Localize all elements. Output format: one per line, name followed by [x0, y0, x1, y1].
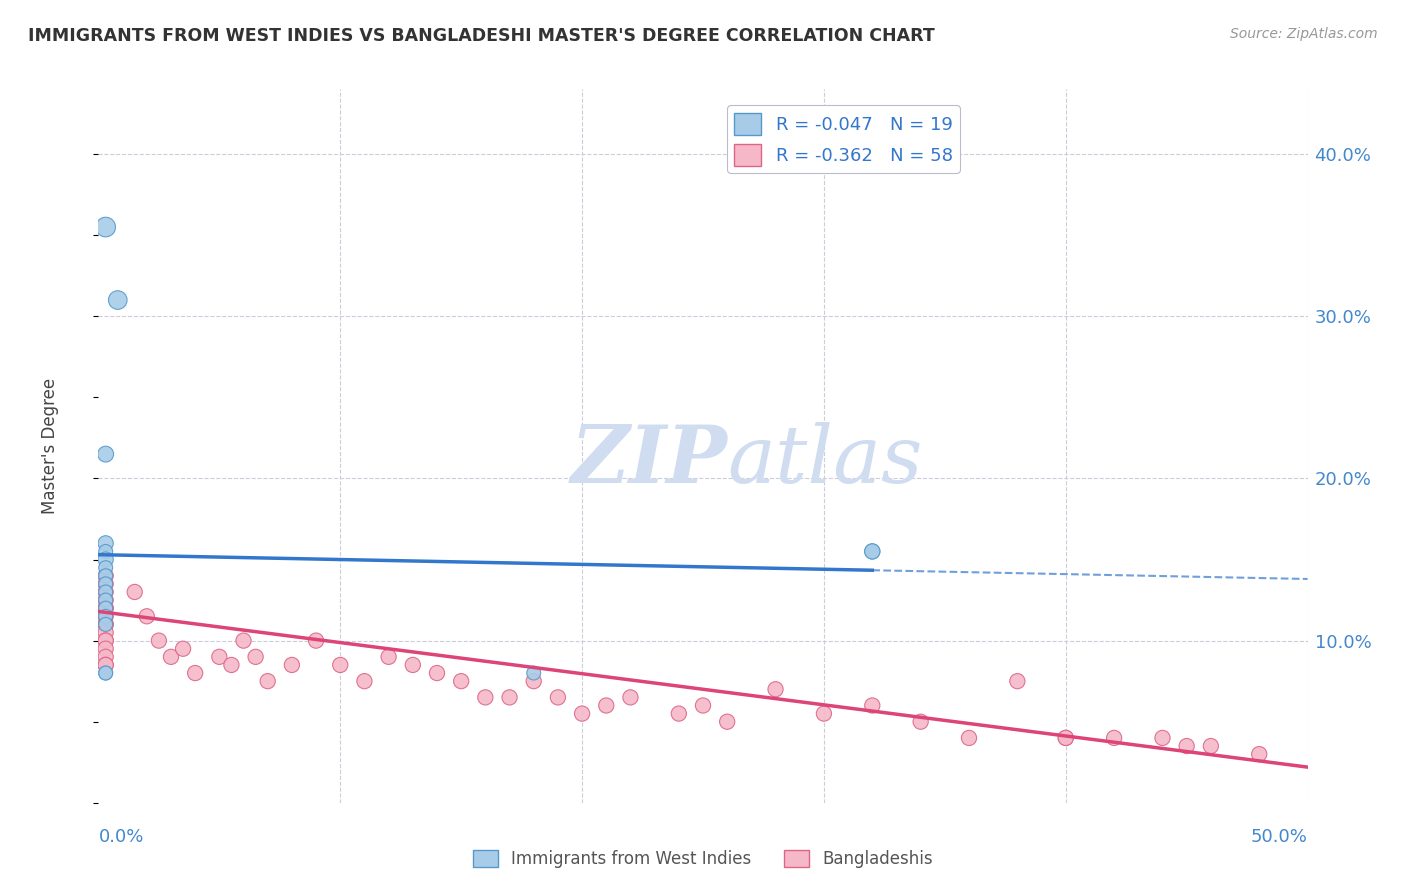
Point: [232, 633, 254, 648]
Point: [474, 690, 496, 705]
Point: [402, 657, 425, 672]
Point: [94, 657, 117, 672]
Text: Master's Degree: Master's Degree: [41, 378, 59, 514]
Point: [329, 657, 352, 672]
Legend: Immigrants from West Indies, Bangladeshis: Immigrants from West Indies, Bangladeshi…: [465, 843, 941, 875]
Point: [208, 649, 231, 664]
Point: [305, 633, 328, 648]
Point: [94, 585, 117, 599]
Point: [668, 706, 690, 721]
Point: [571, 706, 593, 721]
Point: [124, 585, 146, 599]
Point: [94, 601, 117, 615]
Point: [377, 649, 399, 664]
Point: [281, 657, 304, 672]
Point: [1199, 739, 1222, 753]
Point: [523, 666, 546, 681]
Text: Source: ZipAtlas.com: Source: ZipAtlas.com: [1230, 27, 1378, 41]
Point: [94, 601, 117, 615]
Point: [1175, 739, 1198, 753]
Point: [1054, 731, 1077, 745]
Text: 0.0%: 0.0%: [98, 828, 143, 846]
Point: [94, 609, 117, 624]
Point: [1007, 674, 1029, 689]
Point: [94, 593, 117, 607]
Point: [94, 657, 117, 672]
Point: [107, 293, 129, 307]
Point: [94, 601, 117, 615]
Point: [160, 649, 183, 664]
Point: [619, 690, 641, 705]
Point: [94, 552, 117, 566]
Point: [94, 617, 117, 632]
Point: [94, 609, 117, 624]
Point: [860, 698, 883, 713]
Point: [1054, 731, 1077, 745]
Point: [172, 641, 194, 656]
Point: [547, 690, 569, 705]
Point: [184, 666, 207, 681]
Point: [245, 649, 267, 664]
Point: [94, 568, 117, 582]
Point: [860, 544, 883, 558]
Point: [135, 609, 157, 624]
Point: [910, 714, 932, 729]
Point: [523, 674, 546, 689]
Point: [94, 447, 117, 461]
Point: [765, 682, 787, 697]
Point: [256, 674, 278, 689]
Point: [692, 698, 714, 713]
Point: [94, 544, 117, 558]
Point: [716, 714, 738, 729]
Point: [94, 666, 117, 681]
Point: [94, 633, 117, 648]
Point: [94, 641, 117, 656]
Text: atlas: atlas: [727, 422, 922, 499]
Point: [94, 560, 117, 574]
Point: [94, 220, 117, 235]
Point: [94, 577, 117, 591]
Text: IMMIGRANTS FROM WEST INDIES VS BANGLADESHI MASTER'S DEGREE CORRELATION CHART: IMMIGRANTS FROM WEST INDIES VS BANGLADES…: [28, 27, 935, 45]
Point: [94, 536, 117, 550]
Point: [426, 666, 449, 681]
Point: [94, 666, 117, 681]
Point: [450, 674, 472, 689]
Point: [94, 617, 117, 632]
Legend: R = -0.047   N = 19, R = -0.362   N = 58: R = -0.047 N = 19, R = -0.362 N = 58: [727, 105, 960, 173]
Point: [498, 690, 520, 705]
Point: [148, 633, 170, 648]
Text: ZIP: ZIP: [571, 422, 727, 499]
Point: [94, 577, 117, 591]
Point: [94, 593, 117, 607]
Point: [353, 674, 375, 689]
Point: [221, 657, 243, 672]
Text: 50.0%: 50.0%: [1251, 828, 1308, 846]
Point: [860, 544, 883, 558]
Point: [595, 698, 617, 713]
Point: [94, 585, 117, 599]
Point: [957, 731, 980, 745]
Point: [94, 568, 117, 582]
Point: [1102, 731, 1125, 745]
Point: [813, 706, 835, 721]
Point: [94, 625, 117, 640]
Point: [1152, 731, 1174, 745]
Point: [94, 633, 117, 648]
Point: [1249, 747, 1271, 761]
Point: [94, 649, 117, 664]
Point: [94, 617, 117, 632]
